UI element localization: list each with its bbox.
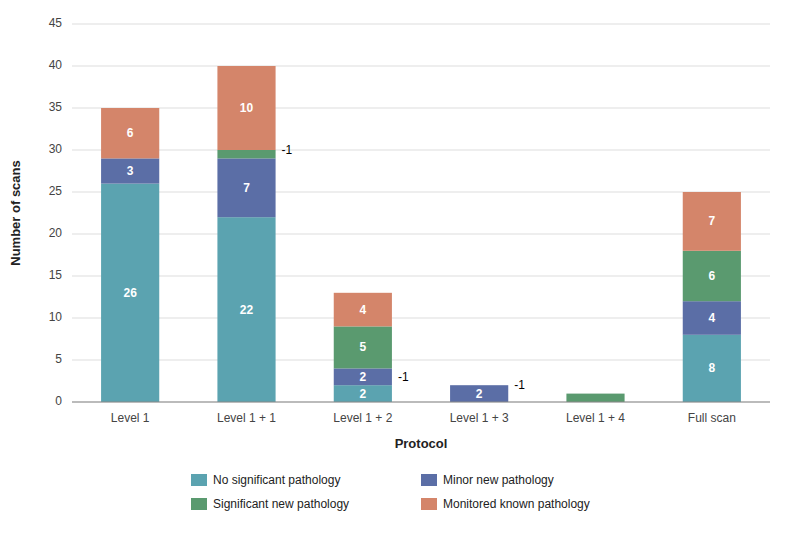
bar-segment bbox=[450, 385, 508, 402]
x-tick-label: Level 1 + 4 bbox=[566, 411, 625, 425]
grid-line bbox=[72, 150, 770, 151]
bar-segment bbox=[334, 368, 392, 385]
bar-segment bbox=[217, 217, 275, 402]
bar-segment bbox=[217, 150, 275, 158]
grid-line bbox=[72, 276, 770, 277]
grid-line bbox=[72, 234, 770, 235]
grid-line bbox=[72, 108, 770, 109]
legend-swatch bbox=[421, 498, 437, 510]
data-label: 26 bbox=[123, 286, 137, 300]
data-label: 7 bbox=[708, 214, 715, 228]
annotation: -1 bbox=[398, 370, 409, 384]
bar-segment bbox=[101, 184, 159, 402]
data-label: 4 bbox=[359, 303, 366, 317]
grid-line bbox=[72, 24, 770, 25]
grid-line bbox=[72, 318, 770, 319]
x-tick-label: Level 1 + 2 bbox=[333, 411, 392, 425]
bar-segment bbox=[683, 335, 741, 402]
legend-label: Monitored known pathology bbox=[443, 497, 590, 511]
bar-segment bbox=[334, 293, 392, 327]
grid-line bbox=[72, 192, 770, 193]
grid-line bbox=[72, 66, 770, 67]
bar-segment bbox=[334, 326, 392, 368]
data-label: 22 bbox=[240, 303, 254, 317]
y-tick-label: 35 bbox=[49, 100, 63, 114]
data-labels: 262228372245661047 bbox=[123, 101, 715, 401]
x-tick-label: Level 1 + 3 bbox=[450, 411, 509, 425]
data-label: 2 bbox=[359, 370, 366, 384]
y-tick-label: 30 bbox=[49, 142, 63, 156]
legend-label: Minor new pathology bbox=[443, 473, 554, 487]
bar-segment bbox=[217, 66, 275, 150]
bar-segment bbox=[566, 393, 624, 394]
bar-segment bbox=[683, 301, 741, 335]
chart: 051015202530354045262228372245661047-1-1… bbox=[0, 0, 800, 552]
x-axis: Level 1 Level 1 + 1 Level 1 + 2 Level 1 + 3… bbox=[111, 411, 736, 425]
data-label: 2 bbox=[476, 387, 483, 401]
y-axis-label: Number of scans bbox=[8, 160, 23, 265]
bar-segment bbox=[101, 158, 159, 183]
bar-segment bbox=[334, 385, 392, 402]
y-tick-label: 25 bbox=[49, 184, 63, 198]
data-label: 7 bbox=[243, 181, 250, 195]
legend: No significant pathology Minor new pathol… bbox=[191, 473, 590, 511]
annotation: -1 bbox=[514, 378, 525, 392]
x-tick-label: Level 1 + 1 bbox=[217, 411, 276, 425]
y-tick-label: 5 bbox=[55, 352, 62, 366]
data-label: 6 bbox=[708, 269, 715, 283]
grid-line bbox=[72, 402, 770, 403]
bar-segment bbox=[683, 192, 741, 251]
y-tick-label: 45 bbox=[49, 16, 63, 30]
grid-line bbox=[72, 360, 770, 361]
legend-swatch bbox=[421, 474, 437, 486]
y-tick-label: 10 bbox=[49, 310, 63, 324]
bar-segment bbox=[566, 394, 624, 402]
bars bbox=[101, 66, 741, 402]
y-tick-label: 0 bbox=[55, 394, 62, 408]
x-axis-line bbox=[72, 402, 770, 403]
bar-segment bbox=[683, 251, 741, 301]
data-label: 8 bbox=[708, 361, 715, 375]
data-label: 6 bbox=[127, 126, 134, 140]
legend-label: No significant pathology bbox=[213, 473, 340, 487]
data-label: 10 bbox=[240, 101, 254, 115]
bar-segment bbox=[450, 385, 508, 386]
y-tick-label: 40 bbox=[49, 58, 63, 72]
x-tick-label: Full scan bbox=[688, 411, 736, 425]
bar-segment bbox=[217, 158, 275, 217]
annotation: -1 bbox=[282, 143, 293, 157]
y-axis: 051015202530354045 bbox=[49, 16, 770, 408]
data-label: 5 bbox=[359, 340, 366, 354]
data-label: 2 bbox=[359, 387, 366, 401]
x-axis-label: Protocol bbox=[395, 436, 448, 451]
legend-label: Significant new pathology bbox=[213, 497, 349, 511]
y-tick-label: 20 bbox=[49, 226, 63, 240]
data-label: 4 bbox=[708, 311, 715, 325]
y-tick-label: 15 bbox=[49, 268, 63, 282]
annotations: -1 -1 -1 bbox=[282, 143, 526, 392]
bar-segment bbox=[450, 385, 508, 386]
legend-swatch bbox=[191, 498, 207, 510]
data-label: 3 bbox=[127, 164, 134, 178]
legend-swatch bbox=[191, 474, 207, 486]
x-tick-label: Level 1 bbox=[111, 411, 150, 425]
bar-segment bbox=[101, 108, 159, 158]
